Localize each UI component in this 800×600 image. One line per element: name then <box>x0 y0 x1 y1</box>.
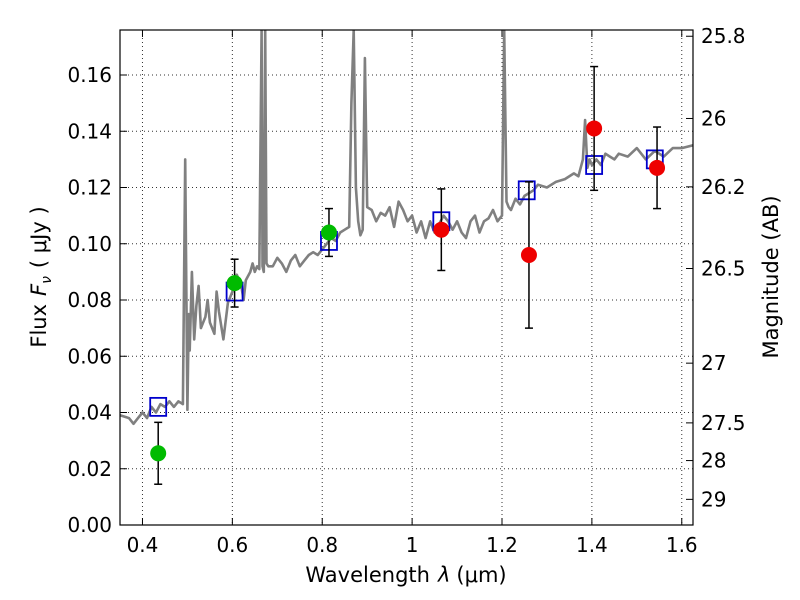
observed-red-point <box>586 120 603 137</box>
y-tick-label: 0.10 <box>67 232 112 256</box>
y2-tick-label: 27.5 <box>701 411 746 435</box>
x-tick-label: 1 <box>406 533 419 557</box>
y-tick-label: 0.08 <box>67 288 112 312</box>
model-photometry-square <box>149 396 168 417</box>
y2-tick-label: 27 <box>701 351 726 375</box>
x-axis-label-unit: (μm) <box>456 563 506 587</box>
x-tick-label: 0.8 <box>306 533 338 557</box>
x-axis-label-symbol: λ <box>437 563 450 587</box>
x-tick-label: 1.4 <box>576 533 608 557</box>
y2-tick-label: 26.2 <box>701 175 746 199</box>
y-tick-label: 0.06 <box>67 344 112 368</box>
y2-tick-label: 29 <box>701 487 726 511</box>
plot-content <box>120 30 693 485</box>
y2-tick-label: 26 <box>701 106 726 130</box>
y2-tick-label: 28 <box>701 449 726 473</box>
axis-ticks: 0.4 0.6 0.8 1 1.2 1.4 1.6 0.00 0.02 0.04 0.06 0.08 0… <box>67 24 745 557</box>
x-tick-label: 0.4 <box>127 533 159 557</box>
x-tick-label: 1.2 <box>486 533 518 557</box>
y-tick-label: 0.14 <box>67 119 112 143</box>
observed-green-point <box>150 445 167 462</box>
plot-frame <box>119 29 694 526</box>
observed-red-point <box>433 221 450 238</box>
y-tick-label: 0.04 <box>67 401 112 425</box>
observed-red-point <box>649 159 666 176</box>
y-tick-label: 0.12 <box>67 176 112 200</box>
x-tick-label: 0.6 <box>216 533 248 557</box>
y-tick-label: 0.00 <box>67 513 112 537</box>
grid-lines <box>120 30 693 526</box>
observed-green-point <box>226 275 243 292</box>
observed-green-point <box>320 224 337 241</box>
y2-tick-label: 25.8 <box>701 24 746 48</box>
y2-axis-label: Magnitude (AB) <box>759 195 783 358</box>
y-axis-label-unit: ( μJy ) <box>27 206 51 268</box>
y-axis-label-subscript: ν <box>39 276 55 284</box>
y2-tick-label: 26.5 <box>701 256 746 280</box>
x-axis-label: Wavelength λ (μm) <box>305 563 506 587</box>
y-axis-label-text: Flux <box>27 304 51 348</box>
y-axis-label-symbol: F <box>27 283 51 296</box>
y-axis-label: Flux Fν ( μJy ) <box>27 206 55 347</box>
y-tick-label: 0.16 <box>67 63 112 87</box>
x-tick-label: 1.6 <box>666 533 698 557</box>
x-axis-label-text: Wavelength <box>305 563 430 587</box>
spectrum-line <box>120 30 693 426</box>
observed-red-point <box>520 247 537 263</box>
y-tick-label: 0.02 <box>67 457 112 481</box>
